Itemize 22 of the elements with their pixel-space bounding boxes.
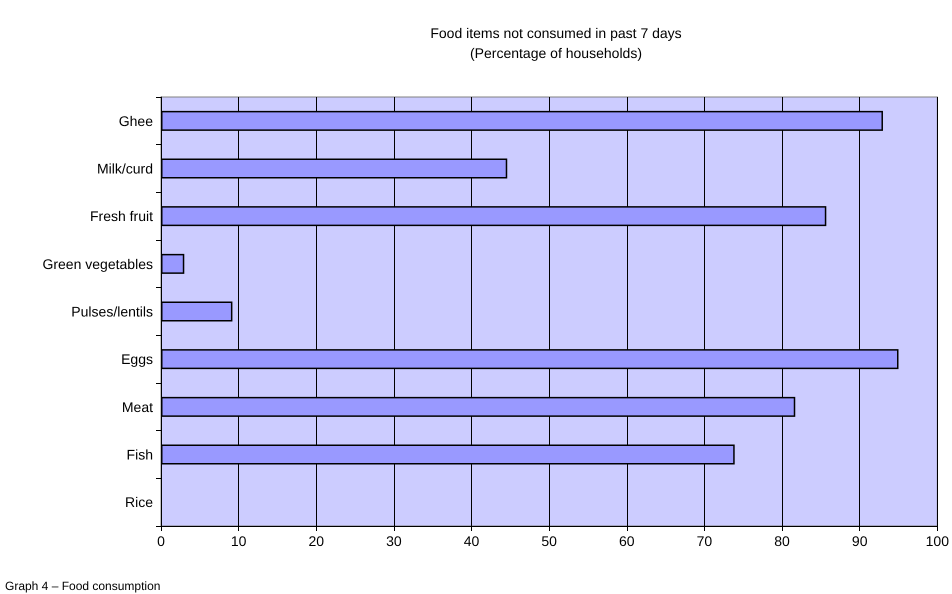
y-tick-label: Pulses/lentils xyxy=(71,304,153,320)
x-tick-label: 90 xyxy=(852,533,868,549)
caption: Graph 4 – Food consumption xyxy=(5,579,160,593)
y-tick-label: Green vegetables xyxy=(42,256,153,272)
y-tick-label: Fresh fruit xyxy=(90,208,154,224)
x-tick-label: 30 xyxy=(386,533,402,549)
x-tick-label: 10 xyxy=(230,533,247,549)
x-tick-label: 60 xyxy=(619,533,635,549)
y-tick-label: Eggs xyxy=(121,351,153,368)
chart-title: Food items not consumed in past 7 days (Percentage of households) xyxy=(430,25,682,61)
y-tick-label: Fish xyxy=(126,446,153,462)
x-tick-label: 0 xyxy=(157,533,166,549)
x-tick-label: 50 xyxy=(541,533,558,549)
y-tick-label: Ghee xyxy=(118,112,154,129)
x-tick-label: 20 xyxy=(308,533,324,549)
y-tick-label: Meat xyxy=(122,398,154,415)
x-tick-label: 70 xyxy=(696,533,712,549)
y-tick-label: Rice xyxy=(124,494,154,510)
x-tick-label: 40 xyxy=(464,533,480,549)
x-tick-label: 80 xyxy=(774,533,790,549)
y-tick-label: Milk/curd xyxy=(96,160,153,176)
x-tick-label: 100 xyxy=(926,533,950,549)
